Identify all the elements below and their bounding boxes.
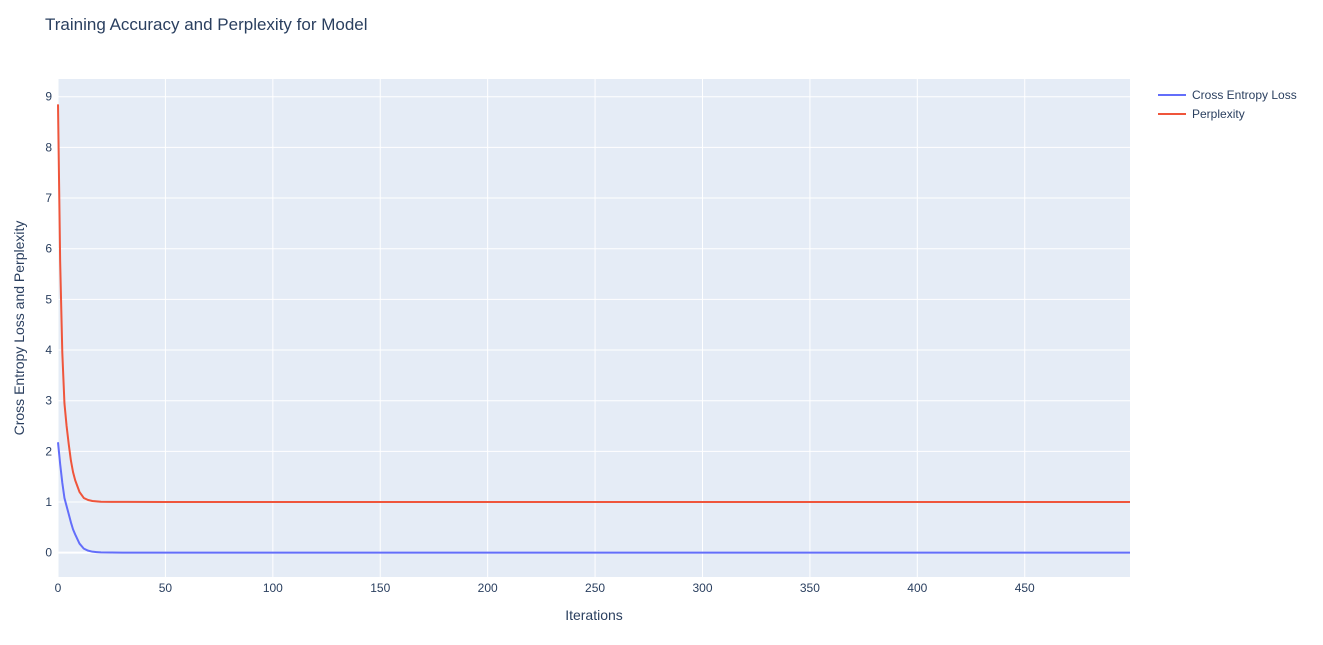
y-tick-label: 2 — [45, 444, 52, 458]
x-tick-label: 300 — [692, 581, 712, 595]
y-axis-title: Cross Entropy Loss and Perplexity — [11, 221, 27, 436]
x-tick-label: 0 — [55, 581, 62, 595]
x-tick-label: 200 — [478, 581, 498, 595]
legend-label: Cross Entropy Loss — [1192, 88, 1297, 102]
x-axis-title: Iterations — [565, 607, 623, 623]
series-line-cross-entropy-loss — [57, 442, 1130, 554]
series-line-perplexity — [57, 104, 1130, 504]
legend-item-cross-entropy-loss[interactable]: Cross Entropy Loss — [1158, 88, 1297, 102]
series-lines — [57, 104, 1130, 554]
y-tick-label: 7 — [45, 191, 52, 205]
y-tick-label: 8 — [45, 140, 52, 154]
x-tick-label: 100 — [263, 581, 283, 595]
x-tick-label: 350 — [800, 581, 820, 595]
y-tick-label: 3 — [45, 394, 52, 408]
x-tick-label: 50 — [159, 581, 173, 595]
x-tick-label: 150 — [370, 581, 390, 595]
plot-area — [58, 79, 1130, 577]
y-tick-label: 9 — [45, 90, 52, 104]
legend-item-perplexity[interactable]: Perplexity — [1158, 107, 1245, 121]
gridlines — [57, 79, 1130, 577]
x-tick-label: 250 — [585, 581, 605, 595]
legend[interactable]: Cross Entropy Loss Perplexity — [1158, 88, 1297, 121]
y-tick-label: 4 — [45, 343, 52, 357]
y-tick-label: 6 — [45, 242, 52, 256]
tick-labels: 0 1 2 3 4 5 6 7 8 9 0 50 100 150 200 250 300 350 400 450 — [45, 90, 1035, 595]
x-tick-label: 450 — [1015, 581, 1035, 595]
legend-label: Perplexity — [1192, 107, 1245, 121]
x-tick-label: 400 — [907, 581, 927, 595]
chart-title: Training Accuracy and Perplexity for Mod… — [45, 15, 368, 34]
y-tick-label: 0 — [45, 546, 52, 560]
y-tick-label: 1 — [45, 495, 52, 509]
y-tick-label: 5 — [45, 292, 52, 306]
